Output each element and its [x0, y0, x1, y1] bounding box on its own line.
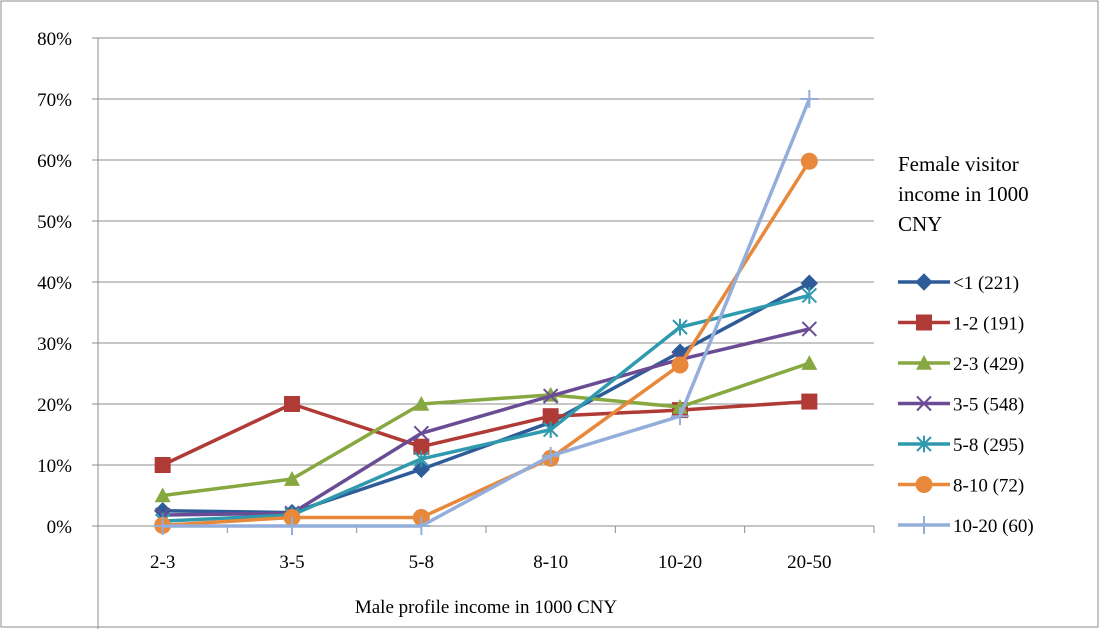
legend-label: 8-10 (72) [953, 476, 1024, 497]
legend-label: 3-5 (548) [953, 395, 1024, 416]
series-line [162, 160, 811, 528]
data-point-marker [283, 517, 301, 535]
x-tick-label: 8-10 [533, 552, 568, 573]
y-tick-label: 10% [37, 456, 72, 477]
y-tick-label: 80% [37, 29, 72, 50]
legend-entry: 10-20 (60) [898, 516, 1034, 537]
y-tick-label: 70% [37, 90, 72, 111]
data-point-marker [916, 435, 932, 453]
x-axis-title: Male profile income in 1000 CNY [355, 597, 618, 618]
gridlines [98, 37, 874, 466]
x-tick-label: 2-3 [150, 552, 175, 573]
y-tick-label: 0% [47, 517, 73, 538]
series-5 [154, 287, 818, 530]
legend-entry: 2-3 (429) [898, 354, 1024, 375]
x-tick-label: 20-50 [787, 552, 831, 573]
legend-label: <1 (221) [953, 273, 1019, 294]
series-7 [153, 90, 819, 535]
series-line [162, 327, 810, 517]
data-point-marker [153, 517, 172, 535]
legend: Female visitor income in 1000 CNY <1 (22… [898, 152, 1034, 537]
data-point-marker [671, 356, 689, 374]
legend-title-line-1: Female visitor [898, 152, 1019, 176]
legend-label: 10-20 (60) [953, 516, 1034, 537]
data-point-marker [154, 487, 171, 503]
data-point-marker [801, 355, 818, 370]
y-tick-label: 60% [37, 151, 72, 172]
data-point-marker [671, 407, 689, 426]
data-point-marker [284, 396, 300, 412]
data-point-marker [413, 438, 430, 455]
legend-entry: 8-10 (72) [898, 476, 1024, 497]
data-point-marker [541, 446, 560, 465]
y-tick-label: 20% [37, 395, 72, 416]
data-point-marker [413, 396, 430, 411]
data-point-marker [413, 450, 430, 468]
x-axis-tick-labels: 2-3 3-5 5-8 8-10 10-20 20-50 [150, 552, 831, 573]
series-line [162, 293, 810, 523]
x-tick-label: 5-8 [409, 552, 434, 573]
data-point-marker [801, 393, 818, 410]
data-point-marker [915, 273, 933, 291]
data-point-marker [916, 355, 932, 370]
data-point-marker [413, 425, 430, 441]
data-point-marker [915, 476, 933, 493]
data-point-marker [412, 460, 431, 478]
y-axis-tick-labels: 0% 10% 20% 30% 40% 50% 60% 70% 80% [37, 29, 72, 538]
y-tick-label: 50% [37, 212, 72, 233]
data-point-marker [801, 321, 818, 337]
y-tick-label: 40% [37, 273, 72, 294]
legend-entry: 1-2 (191) [898, 314, 1024, 335]
data-point-marker [542, 408, 559, 425]
legend-title-line-3: CNY [898, 212, 942, 236]
data-point-marker [542, 421, 559, 439]
data-point-marker [412, 517, 431, 535]
legend-entry: 3-5 (548) [898, 395, 1024, 416]
legend-entry: <1 (221) [898, 273, 1019, 294]
series-line [162, 98, 811, 528]
data-point-marker [916, 314, 932, 331]
x-tick-label: 10-20 [658, 552, 702, 573]
data-point-marker [672, 318, 688, 336]
legend-title-line-2: income in 1000 [898, 182, 1029, 206]
data-point-marker [154, 457, 171, 473]
data-point-marker [800, 90, 819, 108]
legend-label: 1-2 (191) [953, 314, 1024, 335]
series-line [161, 399, 810, 467]
data-point-marker [800, 152, 818, 170]
x-tick-label: 3-5 [279, 552, 304, 573]
series-layer [153, 90, 819, 535]
data-point-marker [915, 516, 933, 534]
legend-label: 2-3 (429) [953, 354, 1024, 375]
data-point-marker [801, 287, 818, 304]
series-line [162, 361, 810, 498]
data-point-marker [542, 388, 559, 404]
legend-label: 5-8 (295) [953, 435, 1024, 456]
data-point-marker [284, 471, 300, 486]
data-point-marker [916, 395, 932, 412]
y-tick-label: 30% [37, 334, 72, 355]
legend-entry: 5-8 (295) [898, 435, 1024, 456]
